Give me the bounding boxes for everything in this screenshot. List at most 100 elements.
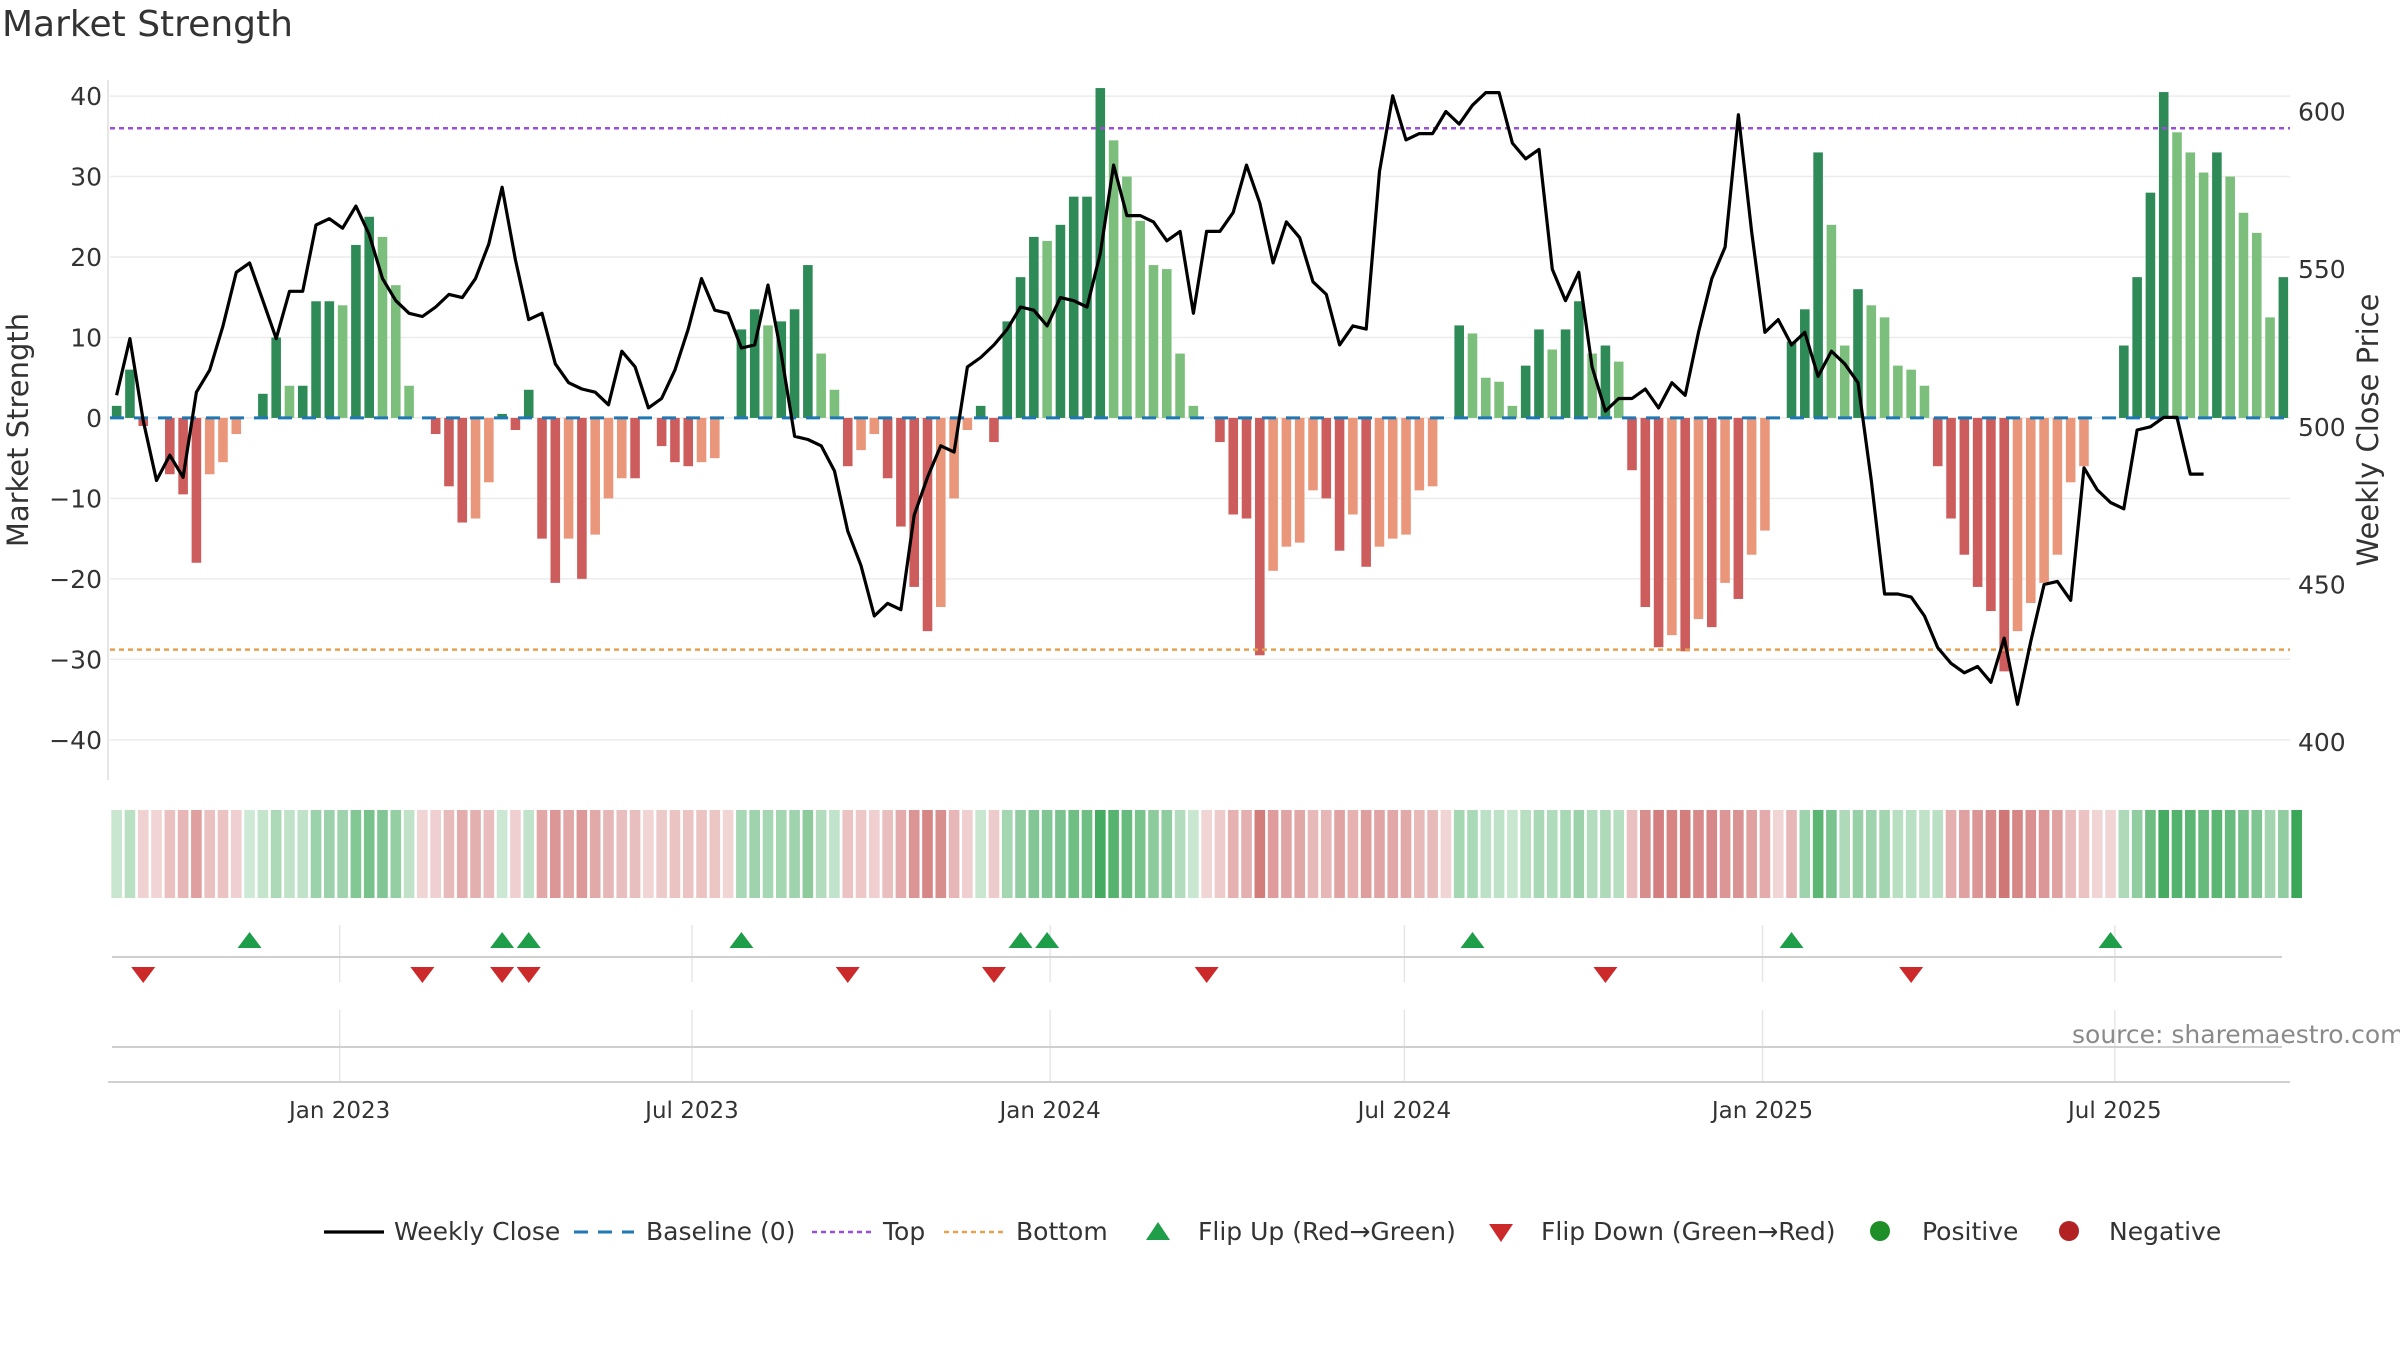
x-tick-label: Jul 2024 [1356,1098,1452,1124]
strength-bar [1946,417,1956,519]
strength-bar [2198,172,2209,418]
strength-bar [763,325,773,418]
strip-cell [2038,810,2050,898]
strength-bar [2065,417,2076,483]
y-tick-label: −10 [49,484,102,513]
strip-cell [1719,810,1731,898]
strip-cell [523,810,535,898]
strip-cell [1201,810,1212,898]
strip-cell [589,810,601,898]
strip-cell [935,810,947,898]
y-tick-label: 40 [70,82,102,111]
strength-bar [1587,353,1597,418]
strip-cell [1945,810,1957,898]
strip-cell [1480,810,1492,898]
strip-cell [284,810,295,898]
strength-bar [989,417,999,443]
strength-bar [1839,345,1850,418]
strength-bar [165,417,175,475]
strength-bar [869,417,880,435]
strength-bar [1481,377,1491,418]
strip-cell [1227,810,1239,898]
legend-flip-up-icon [1146,1222,1170,1240]
strength-bar [1906,369,1916,418]
strip-cell [403,810,415,898]
strength-bar [1760,417,1770,531]
strip-cell [603,810,614,898]
strip-cell [1148,810,1159,898]
strength-bar [457,417,468,523]
strip-cell [1267,810,1279,898]
strength-bar [2265,317,2275,418]
strength-bar [1175,353,1185,418]
y-tick-label: 30 [70,163,102,192]
strength-bar [2052,417,2063,555]
strength-bar [1999,417,2009,672]
strip-cell [1759,810,1771,898]
strength-bar [909,417,919,587]
strength-bar [1693,417,1704,620]
strip-cell [1440,810,1452,898]
strength-bar [1520,365,1531,418]
strip-cell [2131,810,2143,898]
strip-cell [151,810,162,898]
strip-cell [417,810,428,898]
strength-bar [936,417,946,608]
strip-cell [1812,810,1824,898]
strip-cell [496,810,508,898]
weekly-close-line [115,91,2204,706]
strength-bar [1826,224,1837,418]
y-tick-label: 20 [70,243,102,272]
strength-bar [484,417,494,483]
strength-bar [1919,385,1930,418]
strength-bar [404,385,414,418]
strength-bar [1188,405,1199,418]
strength-bar [1414,417,1425,491]
strength-bar [1215,417,1225,443]
strength-bar [1706,417,1717,628]
strip-cell [1653,810,1664,898]
strip-cell [882,810,893,898]
strength-bar [178,417,188,495]
flip-up-marker [1779,932,1804,948]
strength-bar [975,405,986,418]
strength-bar [1255,417,1265,656]
strip-cell [536,810,548,898]
strip-cell [2238,810,2249,898]
strip-cell [869,810,880,898]
flip-up-marker [490,932,515,948]
strip-cell [895,810,907,898]
strip-cell [1254,810,1266,898]
strip-cell [2091,810,2103,898]
strip-cell [749,810,761,898]
strip-cell [842,810,854,898]
strip-cell [1281,810,1292,898]
strip-cell [549,810,561,898]
strength-bar [896,417,906,527]
legend: Weekly Close Baseline (0) Top Bottom Flip Up… [324,1217,2221,1246]
strength-bar [789,309,800,418]
legend-negative-icon [2059,1221,2079,1241]
strip-cell [1015,810,1026,898]
strip-cell [2224,810,2236,898]
y-tick-label: −40 [49,726,102,755]
strength-bar [1547,349,1558,418]
legend-flip-down-label: Flip Down (Green→Red) [1541,1217,1836,1246]
strip-cell [855,810,867,898]
strength-bar [2185,152,2196,418]
level-lines [110,127,2290,651]
flip-up-marker [516,932,541,948]
strength-bar [550,417,561,583]
strength-bar [1161,269,1172,418]
strip-cell [2198,810,2209,898]
strip-cell [2251,810,2263,898]
flip-markers-panel [112,925,2282,983]
strength-bar [1401,417,1411,535]
strip-cell [2052,810,2063,898]
strength-bar [1560,329,1571,418]
strip-cell [1081,810,1093,898]
strength-bar [1427,417,1438,487]
strip-cell [257,810,269,898]
strip-cell [962,810,973,898]
strength-bar [1893,365,1903,418]
